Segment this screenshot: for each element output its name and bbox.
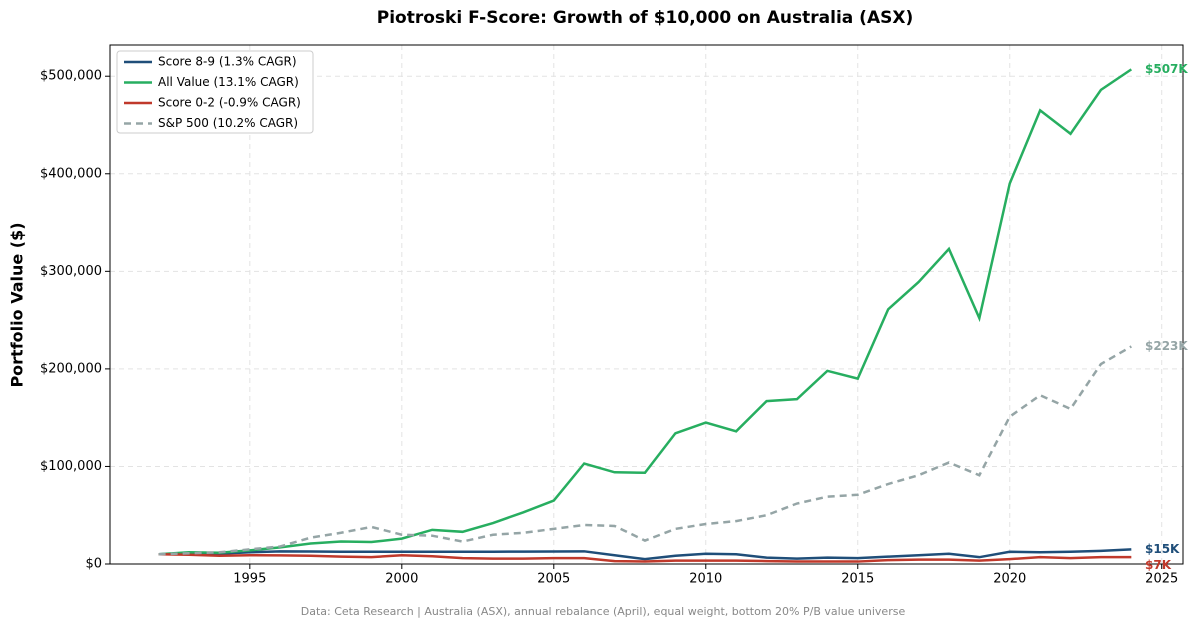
plot-frame <box>109 44 1184 565</box>
x-tick-label: 2025 <box>1145 572 1178 587</box>
y-tick-label: $400,000 <box>40 166 102 181</box>
end-label: $507K <box>1145 62 1188 76</box>
y-tick-label: $500,000 <box>40 69 102 84</box>
x-tick-label: 1995 <box>233 572 266 587</box>
series-line <box>158 345 1132 556</box>
y-tick-label: $0 <box>85 557 102 572</box>
y-axis-label: Portfolio Value ($) <box>8 222 27 387</box>
end-label: $223K <box>1145 339 1188 353</box>
series-line <box>158 68 1133 556</box>
legend-label: All Value (13.1% CAGR) <box>158 75 299 89</box>
end-label: $7K <box>1145 558 1172 572</box>
y-tick-label: $200,000 <box>40 361 102 376</box>
legend-label: Score 8-9 (1.3% CAGR) <box>158 55 297 69</box>
source-note: Data: Ceta Research | Australia (ASX), a… <box>301 605 906 618</box>
x-tick-label: 2000 <box>385 572 418 587</box>
y-tick-label: $100,000 <box>40 459 102 474</box>
x-tick-label: 2010 <box>689 572 722 587</box>
series-line <box>158 548 1132 561</box>
y-tick-label: $300,000 <box>40 264 102 279</box>
legend-box <box>116 50 314 134</box>
x-tick-label: 2020 <box>993 572 1026 587</box>
end-label: $15K <box>1145 542 1180 556</box>
legend: Score 8-9 (1.3% CAGR) All Value (13.1% CA… <box>116 50 314 134</box>
x-tick-label: 2005 <box>537 572 570 587</box>
legend-label: S&P 500 (10.2% CAGR) <box>158 116 298 130</box>
legend-label: Score 0-2 (-0.9% CAGR) <box>158 96 301 110</box>
x-tick-label: 2015 <box>841 572 874 587</box>
series-line <box>158 552 1132 563</box>
chart-title: Piotroski F-Score: Growth of $10,000 on … <box>377 8 913 28</box>
